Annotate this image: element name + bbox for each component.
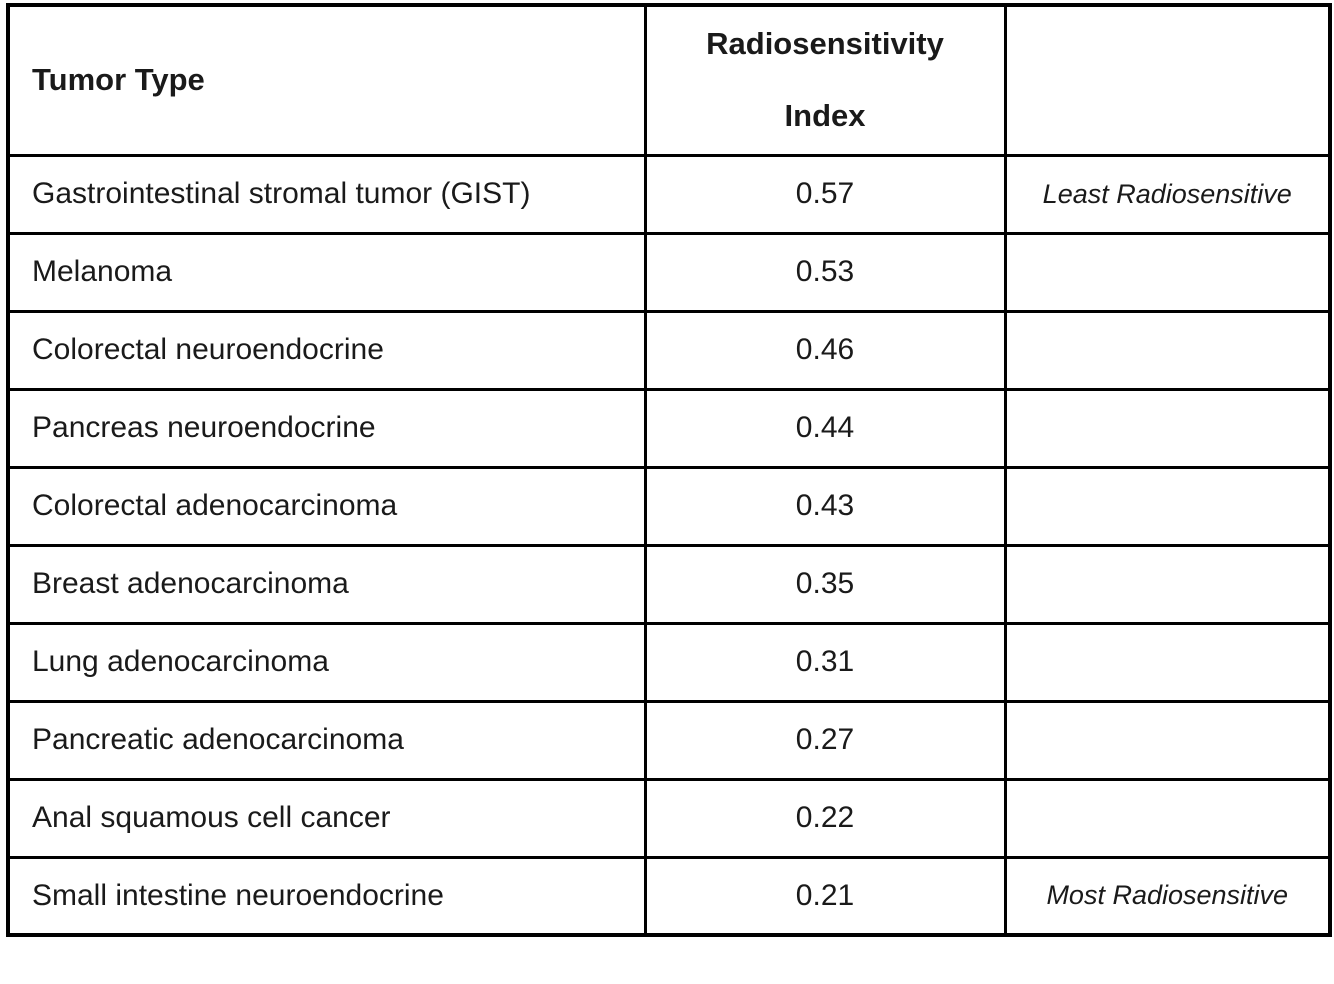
note-cell	[1003, 621, 1332, 703]
table-row: Pancreatic adenocarcinoma 0.27	[6, 699, 1332, 781]
radiosensitivity-table: Tumor Type Radiosensitivity Index Gastro…	[6, 3, 1332, 937]
note-cell: Most Radiosensitive	[1003, 855, 1332, 937]
tumor-type-cell: Anal squamous cell cancer	[6, 777, 647, 859]
note-cell: Least Radiosensitive	[1003, 153, 1332, 235]
table-row: Melanoma 0.53	[6, 231, 1332, 313]
col-header-tumor-type: Tumor Type	[6, 3, 647, 157]
note-cell	[1003, 543, 1332, 625]
rsi-value-cell: 0.46	[643, 309, 1007, 391]
tumor-type-cell: Pancreatic adenocarcinoma	[6, 699, 647, 781]
tumor-type-cell: Colorectal neuroendocrine	[6, 309, 647, 391]
note-cell	[1003, 777, 1332, 859]
rsi-value-cell: 0.22	[643, 777, 1007, 859]
note-cell	[1003, 699, 1332, 781]
table-row: Lung adenocarcinoma 0.31	[6, 621, 1332, 703]
rsi-value-cell: 0.21	[643, 855, 1007, 937]
note-cell	[1003, 387, 1332, 469]
tumor-type-cell: Melanoma	[6, 231, 647, 313]
tumor-type-cell: Gastrointestinal stromal tumor (GIST)	[6, 153, 647, 235]
col-header-note	[1003, 3, 1332, 157]
table-row: Colorectal adenocarcinoma 0.43	[6, 465, 1332, 547]
tumor-type-cell: Lung adenocarcinoma	[6, 621, 647, 703]
rsi-value-cell: 0.43	[643, 465, 1007, 547]
rsi-value-cell: 0.57	[643, 153, 1007, 235]
tumor-type-cell: Breast adenocarcinoma	[6, 543, 647, 625]
tumor-type-cell: Pancreas neuroendocrine	[6, 387, 647, 469]
col-header-radiosensitivity-index: Radiosensitivity Index	[643, 3, 1007, 157]
table-header-row: Tumor Type Radiosensitivity Index	[6, 3, 1332, 157]
radiosensitivity-table-container: Tumor Type Radiosensitivity Index Gastro…	[6, 3, 1332, 937]
col-header-rsi-line2: Index	[784, 98, 866, 134]
rsi-value-cell: 0.35	[643, 543, 1007, 625]
rsi-value-cell: 0.53	[643, 231, 1007, 313]
col-header-rsi-line1: Radiosensitivity	[706, 26, 944, 62]
rsi-value-cell: 0.44	[643, 387, 1007, 469]
tumor-type-cell: Small intestine neuroendocrine	[6, 855, 647, 937]
note-cell	[1003, 231, 1332, 313]
note-cell	[1003, 309, 1332, 391]
rsi-value-cell: 0.27	[643, 699, 1007, 781]
tumor-type-cell: Colorectal adenocarcinoma	[6, 465, 647, 547]
table-row: Pancreas neuroendocrine 0.44	[6, 387, 1332, 469]
note-cell	[1003, 465, 1332, 547]
table-row: Colorectal neuroendocrine 0.46	[6, 309, 1332, 391]
rsi-value-cell: 0.31	[643, 621, 1007, 703]
table-row: Breast adenocarcinoma 0.35	[6, 543, 1332, 625]
table-row: Gastrointestinal stromal tumor (GIST) 0.…	[6, 153, 1332, 235]
table-row: Anal squamous cell cancer 0.22	[6, 777, 1332, 859]
table-row: Small intestine neuroendocrine 0.21 Most…	[6, 855, 1332, 937]
